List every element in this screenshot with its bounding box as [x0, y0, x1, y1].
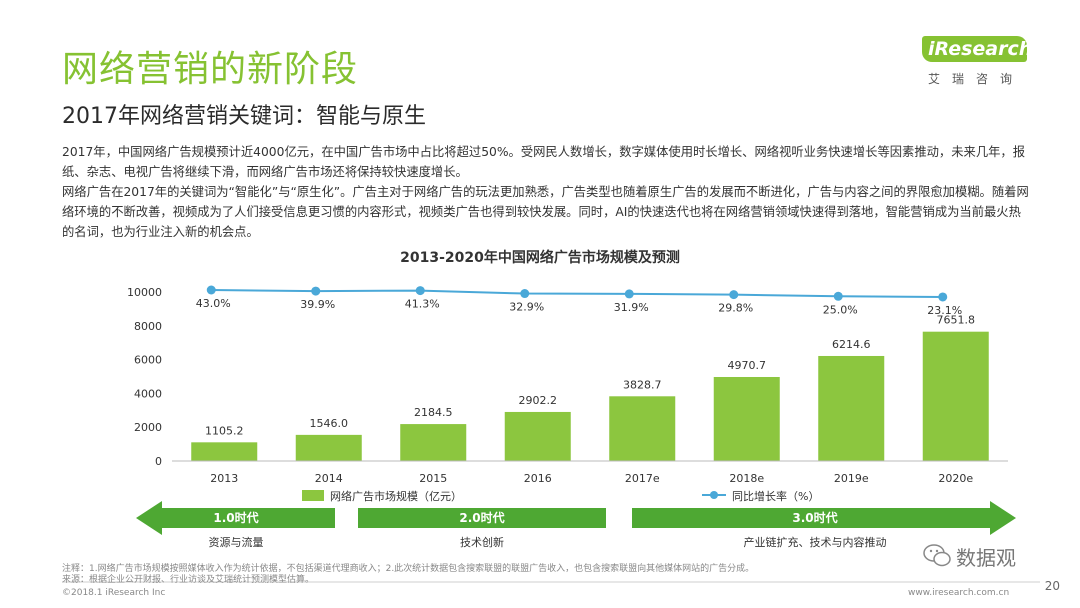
x-tick-label: 2017e — [625, 472, 660, 485]
bar — [504, 411, 571, 461]
y-tick-label: 2000 — [134, 421, 162, 434]
y-tick-label: 10000 — [127, 286, 162, 299]
growth-line-series: 43.0% 39.9% 41.3% 32.9% 31.9% 29.8% 25.0% 23.1% — [196, 285, 962, 317]
bar-value-label: 7651.8 — [937, 314, 976, 327]
x-tick-label: 2018e — [729, 472, 764, 485]
footnote: 注释：1.网络广告市场规模按照媒体收入作为统计依据，不包括渠道代理商收入；2.此… — [62, 564, 755, 574]
page-subtitle: 2017年网络营销关键词：智能与原生 — [62, 104, 426, 129]
website: www.iresearch.com.cn — [908, 588, 1010, 598]
watermark-text: 数据观 — [956, 546, 1016, 570]
bar-value-label: 1105.2 — [205, 424, 244, 437]
bar-series: 1105.2 1546.0 2184.5 2902.2 3828.7 4970.7 6214… — [191, 314, 989, 461]
era-sublabel: 产业链扩充、技术与内容推动 — [744, 535, 887, 549]
logo-badge: iResearch — [922, 36, 1032, 62]
growth-point — [938, 292, 948, 302]
bar-value-label: 1546.0 — [310, 417, 349, 430]
era-label: 3.0时代 — [792, 510, 837, 525]
era-sublabel: 技术创新 — [460, 535, 504, 549]
growth-value-label: 32.9% — [509, 301, 544, 314]
page-number: 20 — [1044, 579, 1060, 593]
growth-value-label: 25.0% — [823, 303, 858, 316]
era-label: 2.0时代 — [459, 510, 504, 525]
bar — [713, 376, 780, 461]
bar — [295, 434, 362, 461]
bar — [400, 424, 467, 461]
y-axis: 0 2000 4000 6000 8000 10000 — [127, 286, 162, 468]
bar-value-label: 4970.7 — [728, 359, 767, 372]
bar-value-label: 6214.6 — [832, 338, 871, 351]
bar — [818, 355, 885, 461]
watermark: 数据观 — [922, 538, 1052, 574]
y-tick-label: 8000 — [134, 320, 162, 333]
source-note: 来源：根据企业公开财报、行业访谈及艾瑞统计预测模型估算。 — [62, 575, 315, 585]
growth-point — [206, 285, 216, 295]
bar — [922, 331, 989, 461]
y-tick-label: 6000 — [134, 354, 162, 367]
era-3-arrow — [632, 501, 1016, 535]
era-2-band — [358, 508, 606, 528]
legend-line-marker — [710, 491, 718, 499]
growth-value-label: 29.8% — [718, 302, 753, 315]
wechat-icon — [923, 544, 951, 567]
era-1-arrow — [136, 501, 335, 535]
y-tick-label: 0 — [155, 455, 162, 468]
growth-value-label: 39.9% — [300, 298, 335, 311]
chart-legend: 网络广告市场规模（亿元） 同比增长率（%） — [302, 489, 819, 503]
era-label: 1.0时代 — [213, 510, 258, 525]
logo-text: iResearch — [928, 38, 1033, 60]
growth-value-label: 31.9% — [614, 301, 649, 314]
growth-line — [211, 289, 943, 298]
growth-value-label: 41.3% — [405, 298, 440, 311]
page-title: 网络营销的新阶段 — [62, 49, 359, 90]
chart-title: 2013-2020年中国网络广告市场规模及预测 — [400, 249, 680, 266]
bar — [609, 396, 676, 461]
x-tick-label: 2014 — [315, 472, 343, 485]
growth-value-label: 43.0% — [196, 297, 231, 310]
logo-chinese-name: 艾瑞咨询 — [928, 72, 1025, 86]
growth-point — [729, 290, 739, 300]
bar-value-label: 3828.7 — [623, 378, 662, 391]
growth-point — [624, 289, 634, 299]
paragraph-1: 2017年，中国网络广告规模预计近4000亿元，在中国广告市场中占比将超过50%… — [62, 145, 1026, 179]
body-text: 2017年，中国网络广告规模预计近4000亿元，在中国广告市场中占比将超过50%… — [62, 142, 1032, 242]
growth-point — [833, 291, 843, 301]
x-tick-label: 2019e — [834, 472, 869, 485]
paragraph-2: 网络广告在2017年的关键词为“智能化”与“原生化”。广告主对于网络广告的玩法更… — [62, 185, 1029, 239]
x-tick-label: 2020e — [938, 472, 973, 485]
x-tick-label: 2013 — [210, 472, 238, 485]
legend-bar-swatch — [302, 490, 324, 501]
copyright: ©2018.1 iResearch Inc — [62, 588, 166, 598]
growth-value-label: 23.1% — [927, 304, 962, 317]
x-tick-label: 2015 — [419, 472, 447, 485]
bar — [191, 442, 258, 461]
bar-value-label: 2902.2 — [519, 394, 558, 407]
legend-bar-label: 网络广告市场规模（亿元） — [330, 489, 462, 503]
growth-point — [311, 286, 321, 296]
growth-point — [415, 286, 425, 296]
growth-point — [520, 289, 530, 299]
bar-value-label: 2184.5 — [414, 406, 453, 419]
era-sublabel: 资源与流量 — [209, 535, 264, 549]
x-tick-label: 2016 — [524, 472, 552, 485]
legend-line-label: 同比增长率（%） — [732, 489, 819, 503]
iresearch-logo: iResearch 艾瑞咨询 — [900, 32, 1032, 92]
x-axis: 2013 2014 2015 2016 2017e 2018e 2019e 2020e — [172, 460, 1008, 485]
y-tick-label: 4000 — [134, 387, 162, 400]
